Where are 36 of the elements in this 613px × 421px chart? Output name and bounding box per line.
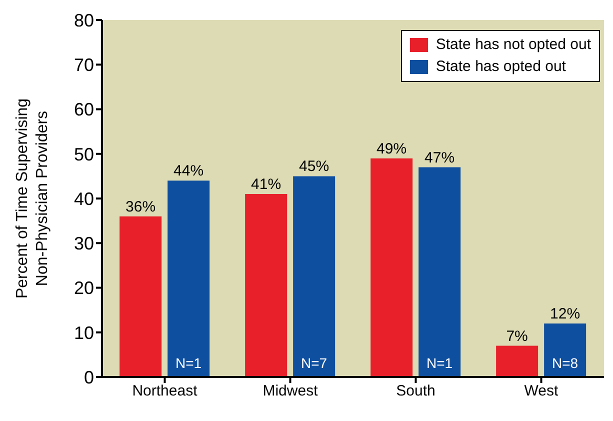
legend-label: State has not opted out (436, 35, 591, 55)
annotation: N=7 (301, 355, 328, 372)
annotation: N=1 (426, 355, 453, 372)
y-tick-label: 60 (74, 100, 94, 120)
data-label: 45% (299, 158, 330, 176)
y-tick-label: 30 (74, 234, 94, 254)
x-tick-label: Midwest (262, 382, 319, 400)
y-tick-label: 0 (84, 367, 94, 388)
x-tick-label: South (396, 382, 436, 400)
y-tick-label: 80 (74, 10, 94, 30)
y-tick-label: 50 (74, 144, 94, 164)
data-label: 49% (376, 140, 407, 158)
bar (496, 346, 538, 377)
y-tick-label: 10 (74, 322, 94, 343)
bar (370, 158, 413, 377)
data-label: 36% (126, 198, 156, 216)
x-tick-label: West (524, 382, 560, 400)
x-tick-label: Northeast (132, 382, 198, 400)
bar (245, 194, 288, 377)
bar (168, 180, 210, 377)
y-tick-label: 20 (74, 278, 94, 298)
annotation: N=8 (552, 355, 578, 372)
y-tick-label: 40 (74, 188, 94, 209)
data-label: 44% (174, 162, 204, 180)
bar (120, 216, 162, 377)
bar (544, 323, 586, 377)
y-tick-label: 70 (74, 55, 94, 76)
bar (418, 167, 461, 377)
data-label: 47% (424, 149, 455, 166)
y-axis-title: Percent of Time Supervising Non-Physician Providers (14, 98, 51, 299)
annotation: N=1 (176, 355, 202, 372)
data-label: 41% (251, 176, 282, 194)
data-label: 7% (506, 328, 528, 345)
bar (293, 176, 336, 377)
legend-label: State has opted out (436, 57, 566, 77)
data-label: 12% (550, 305, 580, 322)
